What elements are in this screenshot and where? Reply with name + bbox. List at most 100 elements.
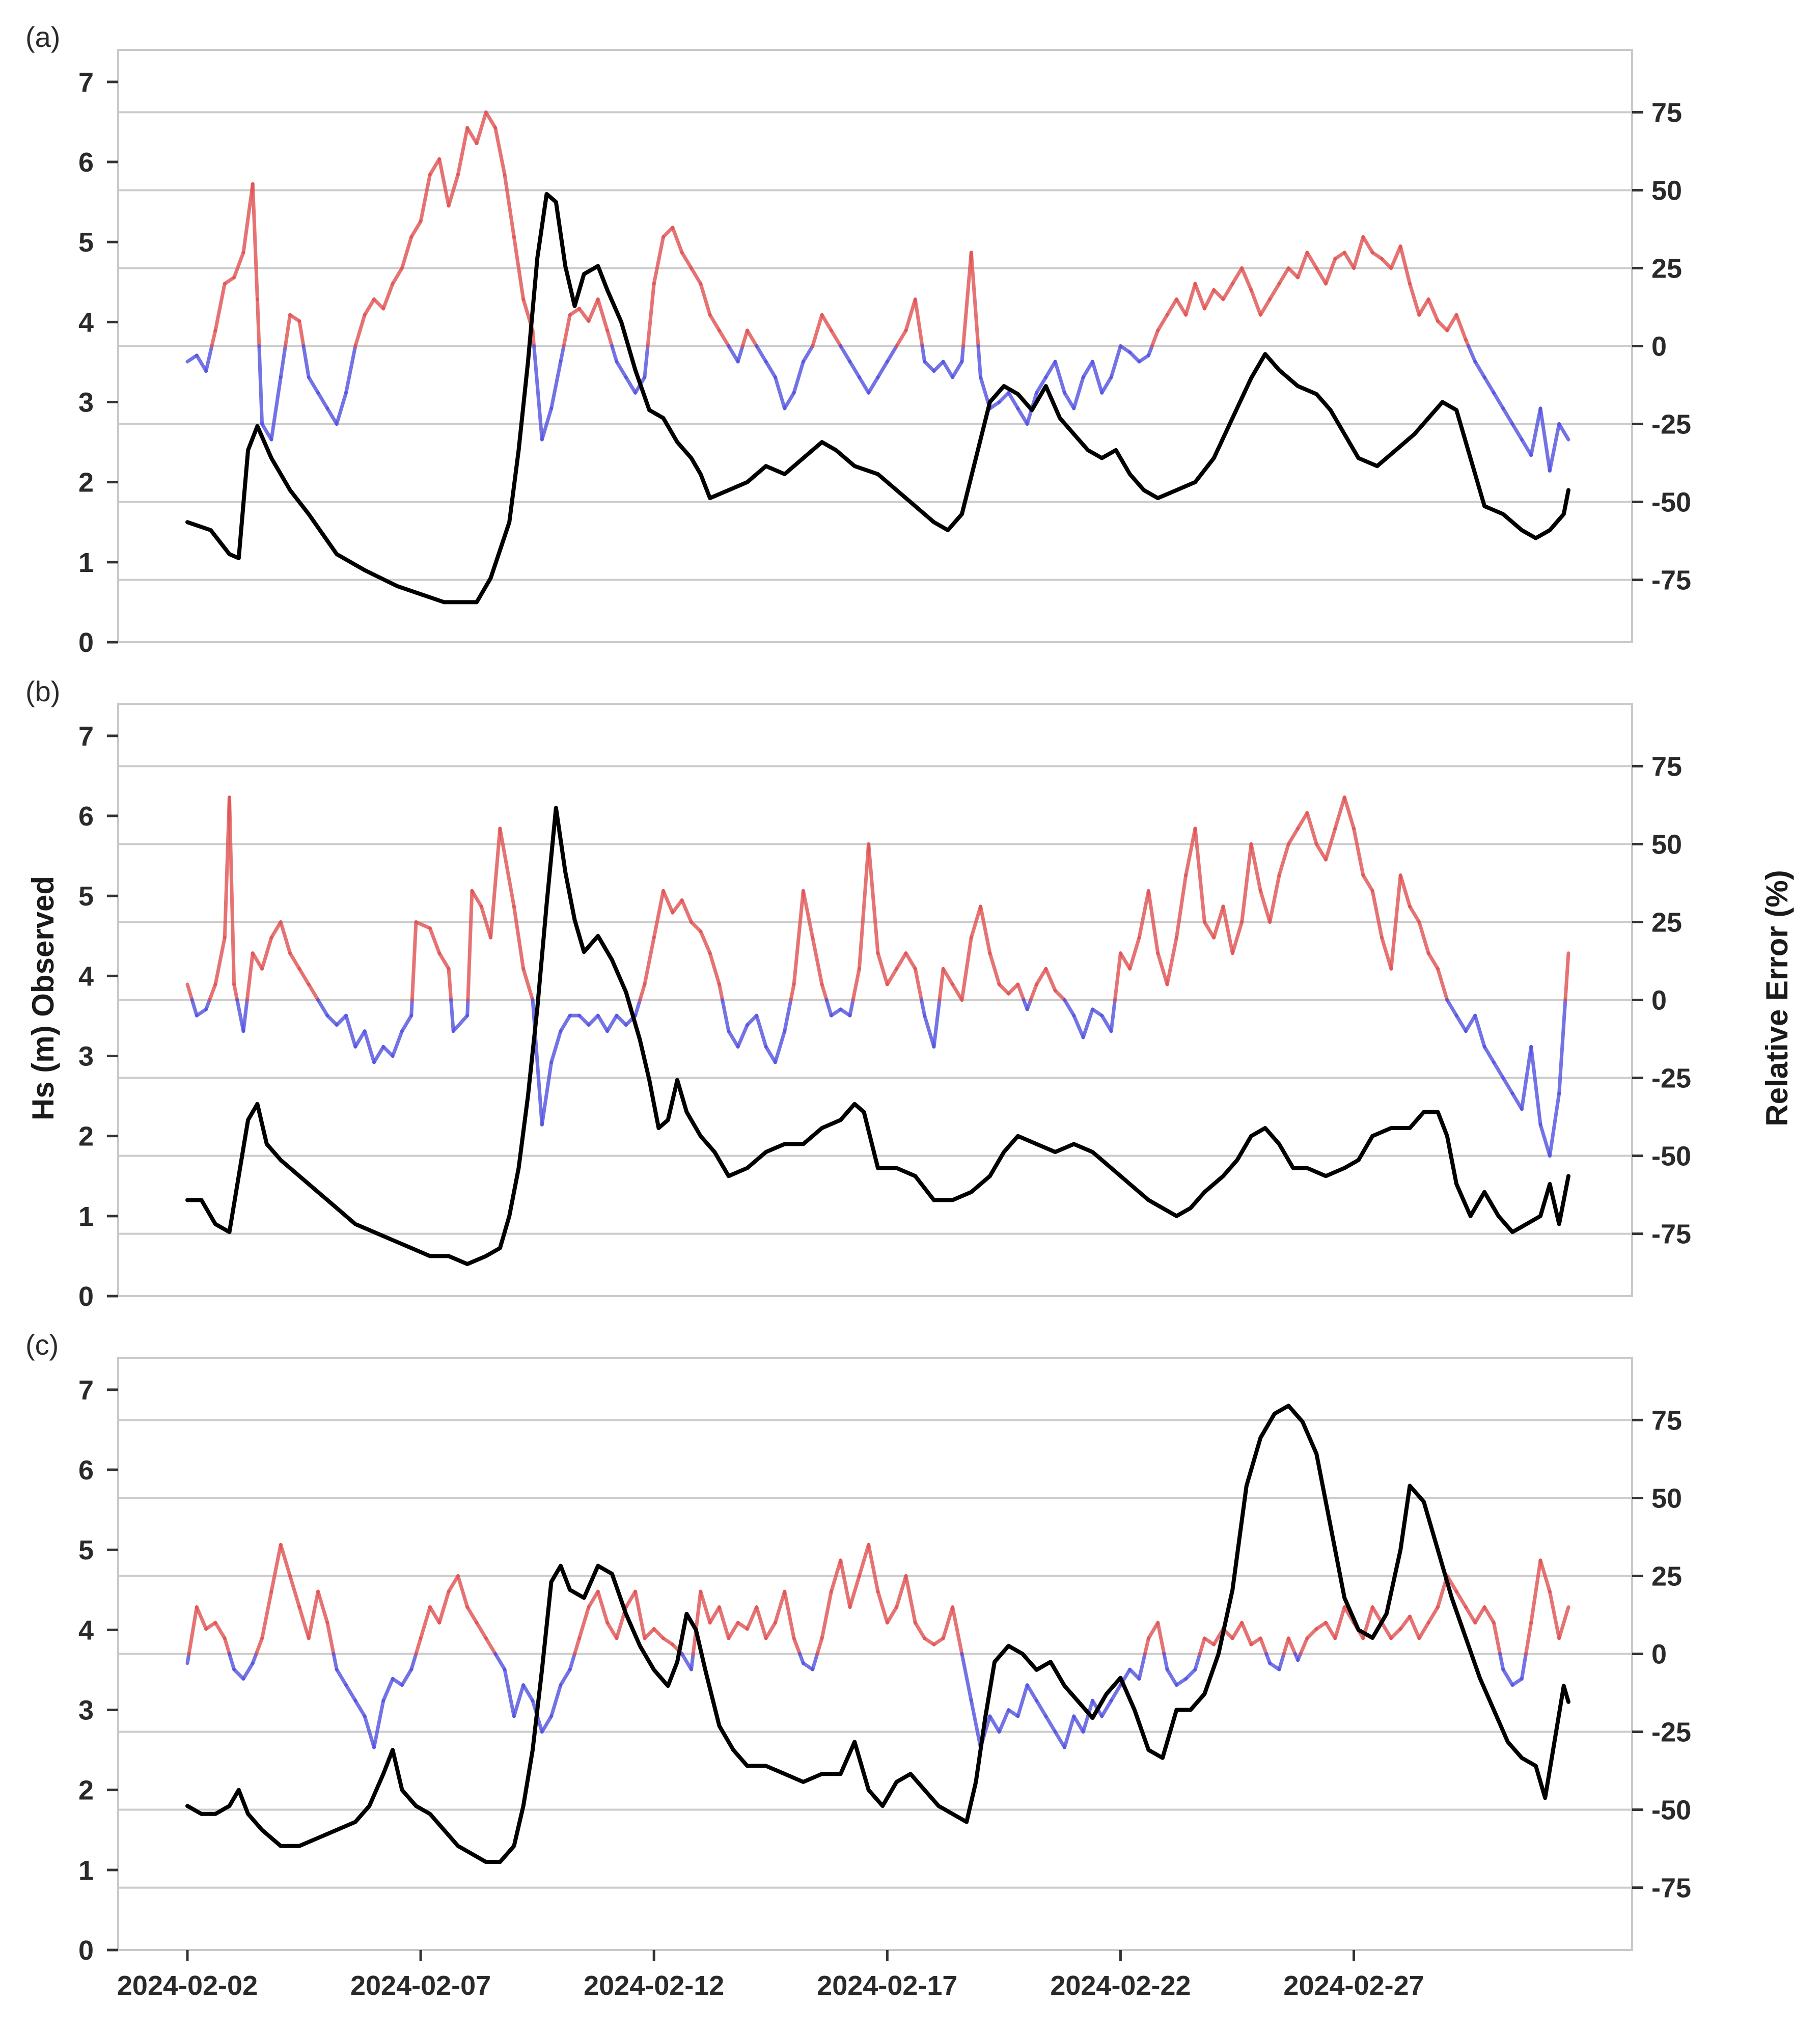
positive-error-segment [1557,1605,1570,1640]
positive-error-segment [419,173,432,224]
negative-error-segment [824,998,833,1018]
positive-error-segment [1524,1621,1533,1656]
positive-error-segment [913,1621,927,1640]
positive-error-segment [1258,1636,1269,1656]
positive-error-segment [661,1636,675,1646]
positive-error-segment [1333,1605,1346,1640]
positive-error-segment [820,982,829,1002]
positive-error-segment [489,827,502,940]
right-tick-label: 75 [1651,97,1682,128]
positive-error-segment [736,1621,749,1631]
positive-error-segment [829,1558,843,1594]
positive-error-segment [1389,1627,1402,1640]
negative-error-segment [951,360,964,379]
x-axis-ticks: 2024-02-02 2024-02-07 2024-02-12 2024-02-17… [117,1950,1424,2001]
negative-error-segment [932,998,942,1049]
positive-error-segment [307,1589,320,1640]
negative-error-segment [1035,1698,1048,1718]
positive-error-segment [745,328,759,348]
negative-error-segment [1137,1652,1147,1681]
positive-error-segment [820,1589,833,1640]
negative-error-segment [801,344,815,364]
positive-error-segment [1548,1589,1561,1640]
positive-error-segment [498,827,516,909]
positive-error-segment [1268,873,1281,924]
negative-error-segment [1081,360,1094,379]
positive-error-segment [941,1605,955,1640]
positive-error-segment [1299,1636,1309,1656]
positive-error-segment [1296,811,1309,831]
negative-error-segment [559,1667,572,1687]
negative-error-segment [1109,1683,1122,1703]
right-tick-label: -25 [1651,1717,1691,1748]
negative-error-segment [764,1045,777,1064]
positive-error-segment [297,319,306,348]
positive-error-segment [1445,313,1458,333]
positive-error-segment [353,313,367,348]
negative-error-segment [1137,353,1150,364]
negative-error-segment [920,998,927,1018]
positive-error-segment [1146,889,1160,955]
positive-error-segment [1053,988,1066,1002]
negative-error-segment [1520,1652,1528,1681]
negative-error-segment [325,406,339,426]
negative-error-segment [241,1661,255,1681]
positive-error-segment [465,1605,479,1625]
positive-error-segment [727,1621,740,1640]
left-tick-label: 7 [78,67,94,98]
negative-error-segment [1025,1683,1039,1703]
negative-error-segment [997,1708,1011,1734]
negative-error-segment [848,998,855,1018]
positive-error-segment [1408,904,1421,924]
negative-error-segment [1016,1683,1029,1718]
positive-error-segment [232,251,245,280]
negative-error-segment [190,998,199,1018]
negative-error-segment [1165,1667,1178,1687]
positive-error-segment [876,1589,889,1625]
positive-error-segment [1137,889,1150,940]
positive-error-segment [1324,257,1337,286]
negative-error-segment [257,344,264,426]
left-tick-label: 7 [78,721,94,752]
positive-error-segment [895,951,908,971]
positive-error-segment [988,951,1001,986]
positive-error-segment [577,1605,591,1640]
negative-error-segment [279,344,287,379]
positive-error-segment [521,967,535,1002]
negative-error-segment [391,1677,404,1687]
observed-hs-line [185,806,1570,1267]
negative-error-segment [745,1013,759,1027]
negative-error-segment [1072,375,1085,410]
positive-error-segment [1370,1605,1384,1625]
panel-a: (a) 0 1 2 3 4 5 6 7 -75 -50 -25 0 25 50 75 [25,21,1691,658]
positive-error-segment [811,936,824,986]
positive-error-segment [562,313,572,348]
positive-error-segment [717,982,725,1002]
negative-error-segment [1053,360,1066,395]
positive-error-segment [288,1574,301,1609]
negative-error-segment [1492,391,1505,410]
positive-error-segment [773,1589,787,1625]
positive-error-segment [839,1558,852,1609]
negative-error-segment [1520,437,1533,457]
negative-error-segment [1473,1013,1486,1049]
positive-error-segment [227,795,236,986]
positive-error-segment [755,1605,768,1640]
positive-error-segment [1361,873,1374,893]
positive-error-segment [297,1605,311,1640]
positive-error-segment [801,889,815,940]
positive-error-segment [1258,889,1272,924]
positive-error-segment [363,297,376,317]
positive-error-segment [638,982,647,1002]
positive-error-segment [783,1589,796,1640]
positive-error-segment [1212,288,1225,301]
negative-error-segment [1090,360,1104,395]
positive-error-segment [1128,936,1141,971]
right-tick-label: -25 [1651,409,1691,440]
positive-error-segment [1380,936,1393,971]
positive-error-segment [1146,1621,1160,1640]
positive-error-segment [904,1574,917,1625]
negative-error-segment [885,344,899,364]
panel-label-c: (c) [25,1329,59,1361]
positive-error-segment [1221,282,1234,301]
